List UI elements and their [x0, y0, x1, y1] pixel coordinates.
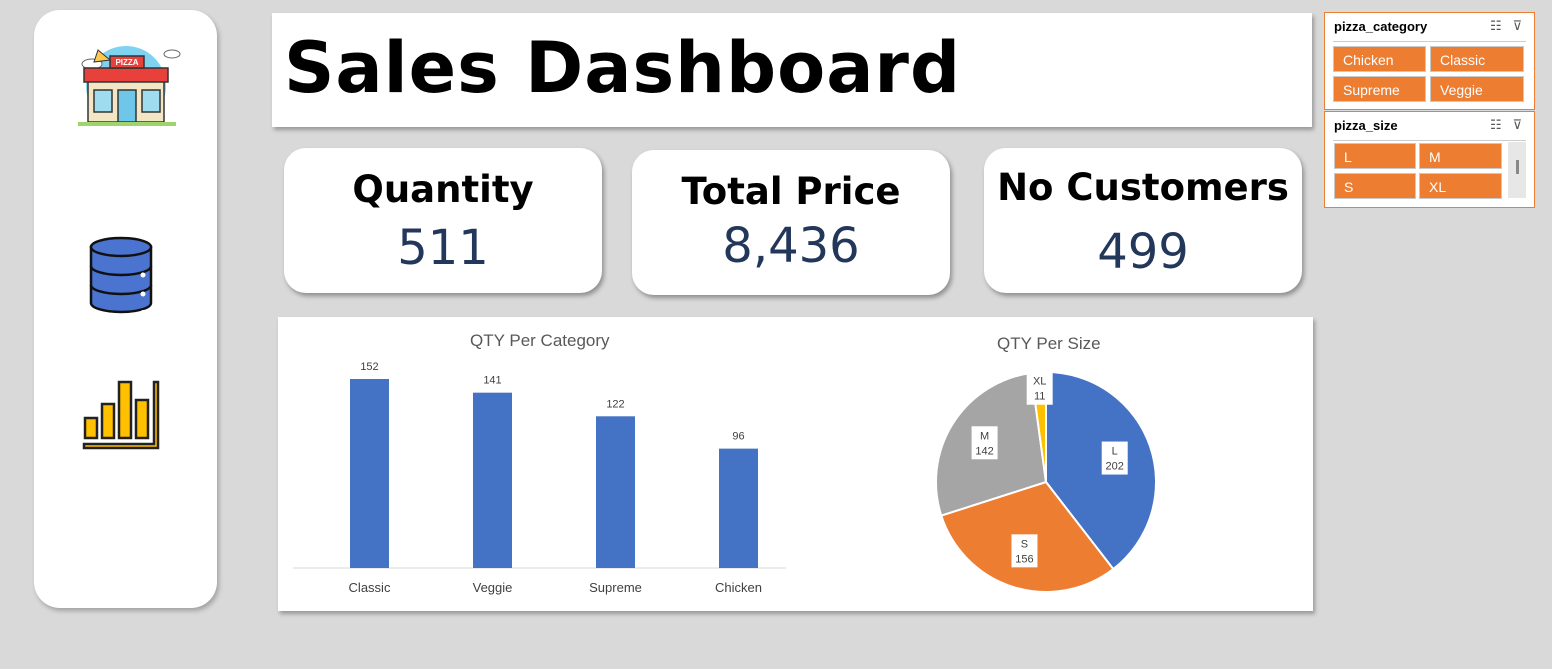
- bar-classic[interactable]: [350, 379, 389, 568]
- shop-sign-text: PIZZA: [115, 58, 138, 67]
- pizza-shop-icon[interactable]: PIZZA: [64, 40, 189, 130]
- pie-data-label: XL 11: [1026, 371, 1053, 405]
- pie-data-label: M 142: [971, 426, 998, 460]
- bar-supreme[interactable]: [596, 416, 635, 568]
- kpi-value: 511: [397, 220, 489, 276]
- page-title: Sales Dashboard: [284, 27, 962, 109]
- clear-filter-icon[interactable]: ⊽: [1512, 18, 1522, 33]
- bar-chart-title: QTY Per Category: [470, 331, 610, 350]
- x-tick-label: Chicken: [715, 580, 762, 595]
- category-slicer: pizza_category ☷ ⊽ Chicken Classic Supre…: [1324, 12, 1535, 110]
- kpi-label: No Customers: [997, 166, 1289, 209]
- kpi-value: 499: [1097, 224, 1189, 280]
- bar-data-label: 96: [732, 431, 744, 443]
- slicer-option-classic[interactable]: Classic: [1430, 46, 1524, 72]
- slicer-option-s[interactable]: S: [1334, 173, 1416, 199]
- pie-label-value: 11: [1034, 391, 1045, 403]
- pie-label-name: M: [980, 430, 989, 442]
- pie-label-value: 156: [1015, 553, 1033, 565]
- bar-veggie[interactable]: [473, 392, 512, 568]
- slicer-option-supreme[interactable]: Supreme: [1333, 76, 1426, 102]
- slicer-option-chicken[interactable]: Chicken: [1333, 46, 1426, 72]
- kpi-card-quantity: Quantity 511: [284, 148, 602, 293]
- kpi-card-customers: No Customers 499: [984, 148, 1302, 293]
- slicer-option-veggie[interactable]: Veggie: [1430, 76, 1524, 102]
- kpi-value: 8,436: [722, 218, 860, 274]
- qty-per-category-chart: 152 Classic 141 Veggie 122 Supreme 96 Chicken: [293, 361, 786, 595]
- bar-chicken[interactable]: [719, 448, 758, 568]
- kpi-card-total-price: Total Price 8,436: [632, 150, 950, 295]
- pie-slice-l[interactable]: [1045, 370, 1157, 571]
- multi-select-icon[interactable]: ☷: [1489, 18, 1502, 33]
- slicer-title: pizza_category: [1334, 19, 1428, 34]
- bar-data-label: 141: [483, 375, 501, 387]
- pie-chart-title: QTY Per Size: [997, 334, 1101, 353]
- x-tick-label: Veggie: [473, 580, 513, 595]
- x-tick-label: Classic: [349, 580, 391, 595]
- sidebar: PIZZA: [34, 10, 217, 608]
- slicer-divider: [1333, 140, 1526, 141]
- pie-label-name: XL: [1033, 376, 1046, 388]
- qty-per-size-chart: L 202 S 156 M 142 XL 11: [935, 370, 1157, 593]
- pie-data-label: L 202: [1101, 441, 1128, 475]
- title-banner: Sales Dashboard: [272, 13, 1312, 127]
- charts-panel: QTY Per Category QTY Per Size 152 Classic…: [278, 317, 1313, 611]
- kpi-label: Quantity: [352, 168, 534, 211]
- scrollbar-thumb[interactable]: [1516, 160, 1519, 174]
- pie-label-value: 142: [975, 445, 993, 457]
- pie-label-name: L: [1112, 446, 1118, 458]
- slicer-divider: [1333, 41, 1526, 42]
- slicer-option-xl[interactable]: XL: [1419, 173, 1502, 199]
- bar-chart-icon[interactable]: [82, 378, 160, 452]
- size-slicer: pizza_size ☷ ⊽ L M S XL: [1324, 111, 1535, 208]
- pie-label-name: S: [1021, 538, 1028, 550]
- bar-data-label: 122: [606, 398, 624, 410]
- x-tick-label: Supreme: [589, 580, 642, 595]
- pie-label-value: 202: [1106, 461, 1124, 473]
- pie-data-label: S 156: [1011, 534, 1038, 568]
- kpi-label: Total Price: [681, 170, 901, 213]
- slicer-option-l[interactable]: L: [1334, 143, 1416, 169]
- bar-data-label: 152: [360, 361, 378, 373]
- clear-filter-icon[interactable]: ⊽: [1512, 117, 1522, 132]
- slicer-option-m[interactable]: M: [1419, 143, 1502, 169]
- slicer-scrollbar[interactable]: [1508, 142, 1526, 198]
- database-icon[interactable]: [88, 235, 154, 315]
- slicer-title: pizza_size: [1334, 118, 1398, 133]
- multi-select-icon[interactable]: ☷: [1489, 117, 1502, 132]
